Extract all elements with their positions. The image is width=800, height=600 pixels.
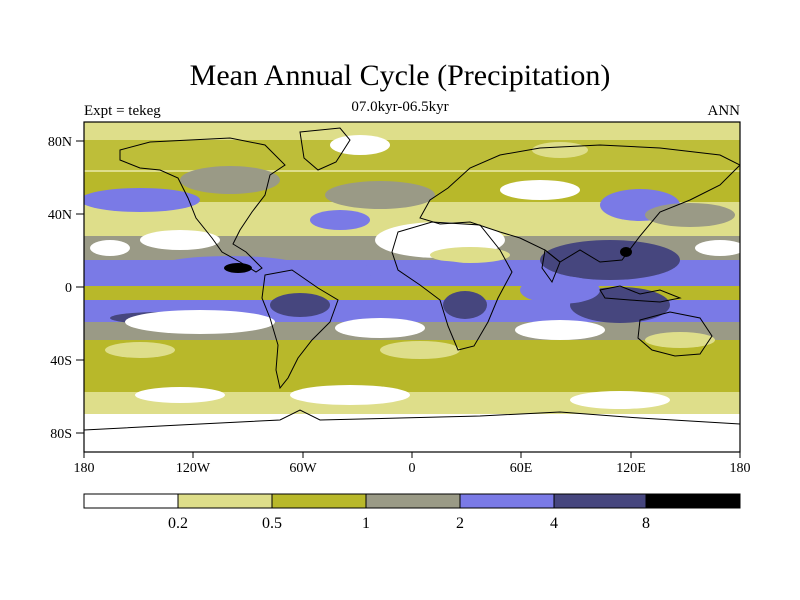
- colorbar-label: 2: [456, 515, 464, 532]
- field-band: [84, 414, 740, 452]
- field-patch: [180, 166, 280, 194]
- lon-tick-label: 180: [730, 461, 751, 476]
- lon-tick-label: 60E: [510, 461, 533, 476]
- lat-axis: [76, 140, 84, 434]
- field-patch: [140, 230, 220, 250]
- field-patch: [84, 188, 200, 212]
- field-patch: [335, 318, 425, 338]
- eurasia-outline: [419, 144, 740, 263]
- lon-tick-label: 0: [409, 461, 416, 476]
- africa-outline: [391, 221, 513, 351]
- field-patch: [224, 263, 252, 273]
- field-patch: [135, 387, 225, 403]
- colorbar-swatch: [645, 493, 741, 509]
- colorbar-label: 1: [362, 515, 370, 532]
- colorbar-label: 0.2: [168, 515, 188, 532]
- colorbar-swatch: [83, 493, 179, 509]
- field-patch: [520, 276, 600, 304]
- field-patch: [90, 240, 130, 256]
- colorbar: [83, 493, 741, 509]
- field-patch: [380, 341, 460, 359]
- colorbar-swatch: [553, 493, 647, 509]
- lon-axis: [83, 452, 741, 458]
- field-patch: [540, 240, 680, 280]
- field-band: [84, 140, 740, 170]
- colorbar-label: 4: [550, 515, 558, 532]
- field-patch: [570, 391, 670, 409]
- indonesia-outline: [599, 285, 682, 303]
- greenland-outline: [299, 127, 351, 171]
- field-patch: [360, 260, 480, 280]
- lat-tick-label: 40N: [48, 208, 72, 223]
- australia-outline: [637, 311, 713, 357]
- colorbar-swatch: [177, 493, 273, 509]
- lat-tick-label: 80N: [48, 135, 72, 150]
- field-patch: [645, 332, 715, 348]
- field-patch: [500, 180, 580, 200]
- field-patch: [645, 203, 735, 227]
- lat-tick-label: 0: [65, 281, 72, 296]
- colorbar-swatch: [365, 493, 461, 509]
- map-subtitle: 07.0kyr-06.5kyr: [351, 99, 449, 115]
- field-patch: [310, 210, 370, 230]
- experiment-label: Expt = tekeg: [84, 103, 161, 119]
- field-patch: [330, 135, 390, 155]
- field-patch: [443, 291, 487, 319]
- colorbar-swatch: [271, 493, 367, 509]
- field-patch: [532, 142, 588, 158]
- precipitation-field: [84, 122, 740, 452]
- field-band: [84, 370, 740, 392]
- season-label: ANN: [707, 103, 741, 119]
- field-patch: [620, 247, 632, 257]
- lon-tick-label: 60W: [289, 461, 317, 476]
- lat-tick-label: 40S: [50, 354, 72, 369]
- lat-tick-label: 80S: [50, 427, 72, 442]
- south-america-outline: [261, 269, 339, 390]
- field-patch: [270, 293, 330, 317]
- colorbar-label: 8: [642, 515, 650, 532]
- north-america-outline: [119, 137, 286, 273]
- lon-tick-label: 180: [74, 461, 95, 476]
- lon-tick-label: 120W: [176, 461, 211, 476]
- field-patch: [325, 181, 435, 209]
- field-patch: [290, 385, 410, 405]
- field-patch: [430, 247, 510, 263]
- field-patch: [125, 310, 275, 334]
- field-patch: [695, 240, 740, 256]
- antarctica-outline: [84, 409, 740, 431]
- colorbar-swatch: [459, 493, 555, 509]
- coastlines: [84, 127, 740, 431]
- field-patch: [105, 342, 175, 358]
- india-outline: [541, 249, 561, 284]
- lon-tick-label: 120E: [616, 461, 646, 476]
- map-title: Mean Annual Cycle (Precipitation): [189, 59, 611, 92]
- colorbar-label: 0.5: [262, 515, 282, 532]
- field-patch: [515, 320, 605, 340]
